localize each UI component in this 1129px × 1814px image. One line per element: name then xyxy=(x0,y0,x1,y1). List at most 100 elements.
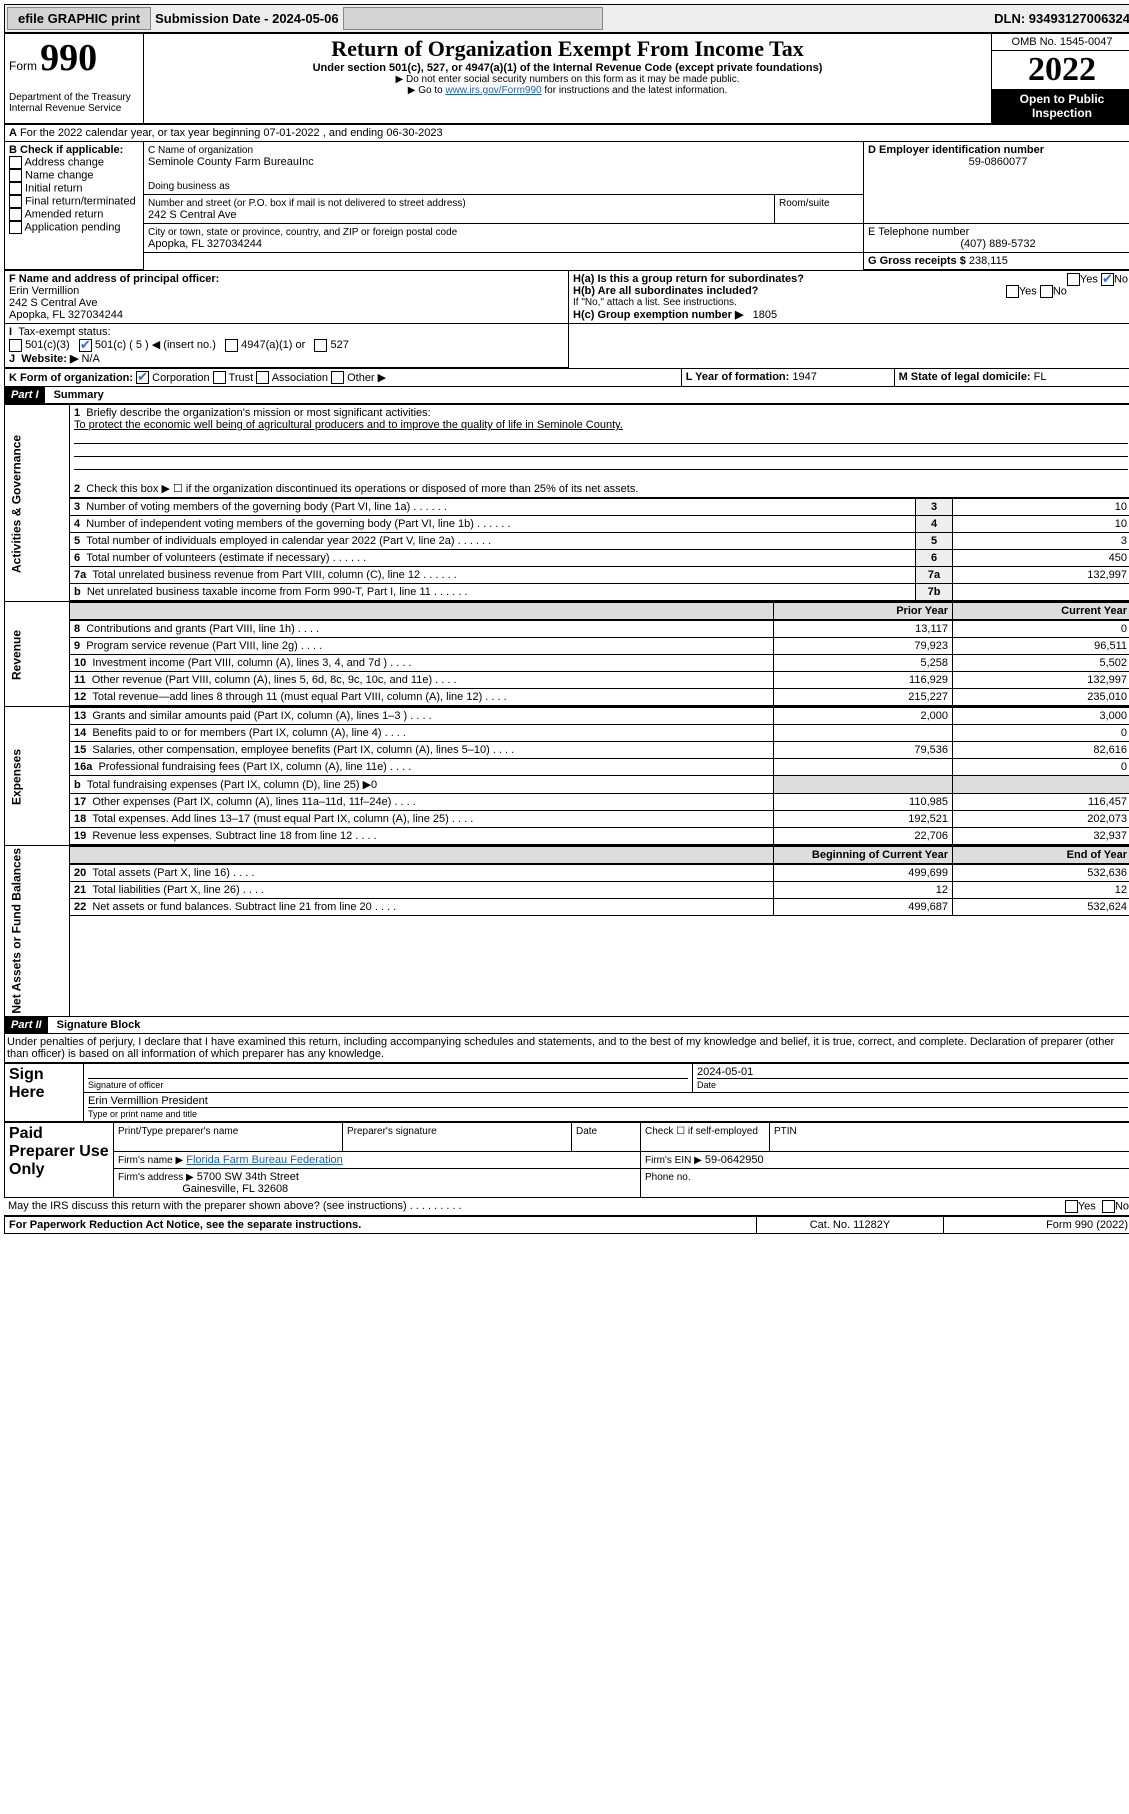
notice-ssn: ▶ Do not enter social security numbers o… xyxy=(148,74,987,85)
tax-year-line: A For the 2022 calendar year, or tax yea… xyxy=(5,125,1129,142)
print-name-value: Erin Vermillion President xyxy=(88,1095,208,1107)
check-final-return-terminated[interactable] xyxy=(9,195,22,208)
k-label: K Form of organization: xyxy=(9,372,133,384)
officer-addr1: 242 S Central Ave xyxy=(9,297,97,309)
check-address-change[interactable] xyxy=(9,156,22,169)
addr-label: Number and street (or P.O. box if mail i… xyxy=(148,198,466,209)
org-name: Seminole County Farm BureauInc xyxy=(148,156,314,168)
city-value: Apopka, FL 327034244 xyxy=(148,238,262,250)
vlabel-revenue: Revenue xyxy=(5,602,70,707)
i-4947-checkbox[interactable] xyxy=(225,339,238,352)
i-501c3-checkbox[interactable] xyxy=(9,339,22,352)
prep-date-label: Date xyxy=(576,1126,597,1137)
phone-label: Phone no. xyxy=(645,1172,691,1183)
vlabel-expenses: Expenses xyxy=(5,707,70,846)
form-title: Return of Organization Exempt From Incom… xyxy=(148,36,987,62)
irs-link[interactable]: www.irs.gov/Form990 xyxy=(445,85,541,96)
part2-header: Part II xyxy=(5,1017,48,1033)
domicile-state: FL xyxy=(1034,371,1047,383)
website-value: N/A xyxy=(81,353,99,365)
print-label: Type or print name and title xyxy=(88,1107,1128,1119)
check-name-change[interactable] xyxy=(9,169,22,182)
dept-label: Department of the Treasury xyxy=(9,92,139,103)
check-if-label: Check ☐ if self-employed xyxy=(645,1126,758,1137)
dba-label: Doing business as xyxy=(148,181,230,192)
part1-title: Summary xyxy=(54,389,104,401)
ein-value: 59-0860077 xyxy=(868,156,1128,168)
tax-year: 2022 xyxy=(992,51,1129,89)
form-number: 990 xyxy=(40,37,97,79)
hb-yes-checkbox[interactable] xyxy=(1006,285,1019,298)
l-label: L Year of formation: xyxy=(686,371,790,383)
sign-here-table: Sign Here Signature of officer 2024-05-0… xyxy=(4,1063,1129,1122)
q1-label: Briefly describe the organization's miss… xyxy=(86,407,430,419)
section-klm-table: K Form of organization: Corporation Trus… xyxy=(4,368,1129,388)
dln-label: DLN: 93493127006324 xyxy=(994,11,1129,26)
vlabel-netassets: Net Assets or Fund Balances xyxy=(5,846,70,1017)
ptin-label: PTIN xyxy=(774,1126,797,1137)
year-formation: 1947 xyxy=(792,371,816,383)
part1-header: Part I xyxy=(5,387,45,403)
paperwork-label: For Paperwork Reduction Act Notice, see … xyxy=(9,1219,361,1231)
m-label: M State of legal domicile: xyxy=(899,371,1031,383)
d-label: D Employer identification number xyxy=(868,144,1044,156)
hb-no-checkbox[interactable] xyxy=(1040,285,1053,298)
discuss-no-checkbox[interactable] xyxy=(1102,1200,1115,1213)
hb-row: H(b) Are all subordinates included? Yes … xyxy=(573,285,1128,297)
firm-ein: 59-0642950 xyxy=(705,1154,764,1166)
form-word: Form xyxy=(9,59,37,73)
submission-blank-button[interactable] xyxy=(343,7,603,30)
open-public-label: Open to Public Inspection xyxy=(992,89,1129,123)
check-application-pending[interactable] xyxy=(9,221,22,234)
h-note: If "No," attach a list. See instructions… xyxy=(573,297,1128,308)
mission-text: To protect the economic well being of ag… xyxy=(74,419,623,431)
firm-name-link[interactable]: Florida Farm Bureau Federation xyxy=(186,1154,343,1166)
room-label: Room/suite xyxy=(779,198,830,209)
ha-yes-checkbox[interactable] xyxy=(1067,273,1080,286)
cat-no: Cat. No. 11282Y xyxy=(757,1216,943,1234)
i-527-checkbox[interactable] xyxy=(314,339,327,352)
form-subtitle: Under section 501(c), 527, or 4947(a)(1)… xyxy=(148,62,987,74)
g-label: G Gross receipts $ xyxy=(868,255,966,267)
vlabel-governance: Activities & Governance xyxy=(5,405,70,602)
sign-here-label: Sign Here xyxy=(5,1063,84,1121)
prep-sig-label: Preparer's signature xyxy=(347,1126,437,1137)
q2-text: Check this box ▶ ☐ if the organization d… xyxy=(86,483,638,495)
perjury-declaration: Under penalties of perjury, I declare th… xyxy=(4,1034,1129,1063)
check-amended-return[interactable] xyxy=(9,208,22,221)
firm-addr2: Gainesville, FL 32608 xyxy=(182,1183,288,1195)
city-label: City or town, state or province, country… xyxy=(148,227,457,238)
ha-row: H(a) Is this a group return for subordin… xyxy=(573,273,1128,285)
phone-value: (407) 889-5732 xyxy=(868,238,1128,250)
e-label: E Telephone number xyxy=(868,226,969,238)
k-corporation-checkbox[interactable] xyxy=(136,371,149,384)
discuss-yes-checkbox[interactable] xyxy=(1065,1200,1078,1213)
check-initial-return[interactable] xyxy=(9,182,22,195)
k-trust-checkbox[interactable] xyxy=(213,371,226,384)
submission-date-label: Submission Date - 2024-05-06 xyxy=(155,11,339,26)
k-association-checkbox[interactable] xyxy=(256,371,269,384)
sign-date: 2024-05-01 xyxy=(697,1066,753,1078)
k-other--checkbox[interactable] xyxy=(331,371,344,384)
form-header-table: Form 990 Department of the Treasury Inte… xyxy=(4,33,1129,124)
checkb-label: B Check if applicable: xyxy=(9,144,123,156)
part2-title: Signature Block xyxy=(57,1019,141,1031)
firm-addr1: 5700 SW 34th Street xyxy=(197,1171,299,1183)
ha-no-checkbox[interactable] xyxy=(1101,273,1114,286)
prep-name-label: Print/Type preparer's name xyxy=(118,1126,238,1137)
sig-officer-label: Signature of officer xyxy=(88,1078,688,1090)
notice-link: ▶ Go to www.irs.gov/Form990 for instruct… xyxy=(148,85,987,96)
f-label: F Name and address of principal officer: xyxy=(9,273,219,285)
officer-addr2: Apopka, FL 327034244 xyxy=(9,309,123,321)
street-address: 242 S Central Ave xyxy=(148,209,236,221)
section-a-table: A For the 2022 calendar year, or tax yea… xyxy=(4,124,1129,270)
i-label: Tax-exempt status: xyxy=(18,326,110,338)
top-bar: efile GRAPHIC print Submission Date - 20… xyxy=(4,4,1129,33)
efile-print-button[interactable]: efile GRAPHIC print xyxy=(7,7,151,30)
date-label: Date xyxy=(697,1078,1128,1090)
gross-receipts: 238,115 xyxy=(969,255,1008,267)
form-no-footer: Form 990 (2022) xyxy=(943,1216,1129,1234)
officer-name: Erin Vermillion xyxy=(9,285,79,297)
j-label: Website: ▶ xyxy=(21,353,78,365)
i-501c-checkbox[interactable] xyxy=(79,339,92,352)
